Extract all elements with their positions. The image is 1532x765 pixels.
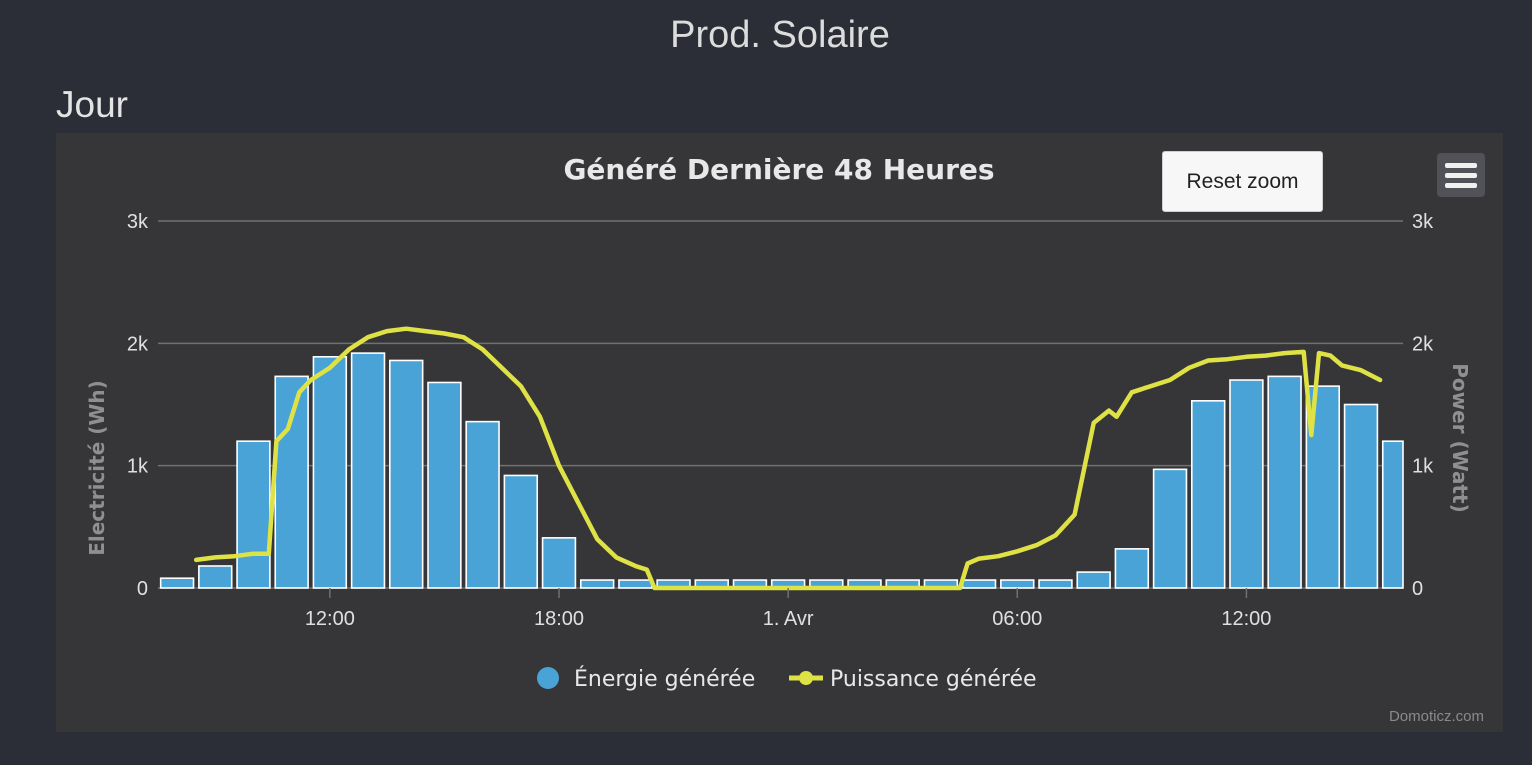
- legend-energy-label: Énergie générée: [574, 666, 755, 692]
- chart-panel: 0 0 1k 1k 2k 2k 3k 3k 12:00 18:00 1. Avr 06:00 12:00…: [56, 133, 1503, 732]
- energy-bar[interactable]: [1191, 400, 1226, 589]
- power-line[interactable]: [193, 326, 1383, 591]
- section-title: Jour: [56, 84, 128, 125]
- x-tick-label: 12:00: [305, 608, 355, 630]
- energy-bar[interactable]: [541, 537, 577, 589]
- energy-bar[interactable]: [1000, 579, 1035, 589]
- line-layer: [193, 326, 1383, 591]
- x-tick-label: 1. Avr: [763, 608, 814, 630]
- y-tick-left: 0: [137, 578, 148, 600]
- energy-bar[interactable]: [618, 579, 653, 589]
- energy-bar[interactable]: [350, 352, 386, 589]
- y-axis-right-label: Power (Watt): [1448, 363, 1472, 513]
- menu-bar: [1445, 182, 1477, 188]
- legend-power-symbol: [799, 671, 813, 685]
- y-tick-right: 3k: [1412, 211, 1434, 233]
- energy-bar[interactable]: [198, 565, 233, 589]
- energy-bar[interactable]: [427, 381, 462, 589]
- reset-zoom-button[interactable]: Reset zoom: [1162, 151, 1323, 212]
- y-tick-left: 1k: [127, 456, 149, 478]
- energy-bar[interactable]: [465, 420, 500, 589]
- legend-energy-symbol: [537, 667, 559, 689]
- ticks-layer: 0 0 1k 1k 2k 2k 3k 3k 12:00 18:00 1. Avr 06:00 12:00: [127, 211, 1434, 630]
- chart-svg: 0 0 1k 1k 2k 2k 3k 3k 12:00 18:00 1. Avr 06:00 12:00…: [85, 153, 1484, 725]
- energy-bar[interactable]: [1152, 468, 1188, 589]
- legend-item-power[interactable]: Puissance générée: [789, 667, 1037, 692]
- y-tick-left: 3k: [127, 211, 149, 233]
- energy-bar[interactable]: [1114, 548, 1150, 589]
- menu-bar: [1445, 172, 1477, 178]
- legend-power-label: Puissance générée: [830, 667, 1037, 692]
- hamburger-menu-icon[interactable]: [1437, 153, 1485, 197]
- energy-bar[interactable]: [1343, 403, 1379, 589]
- y-tick-left: 2k: [127, 333, 149, 355]
- menu-bar: [1445, 162, 1477, 168]
- chart-title: Généré Dernière 48 Heures: [563, 153, 994, 186]
- energy-bar[interactable]: [1267, 375, 1302, 589]
- y-tick-right: 2k: [1412, 333, 1434, 355]
- energy-bar[interactable]: [961, 579, 997, 589]
- legend: Énergie générée Puissance générée: [537, 666, 1037, 692]
- legend-item-energy[interactable]: Énergie générée: [537, 666, 755, 692]
- energy-bar[interactable]: [1038, 579, 1073, 589]
- energy-bar[interactable]: [274, 375, 309, 589]
- energy-bar[interactable]: [1229, 379, 1264, 589]
- x-tick-label: 18:00: [534, 608, 584, 630]
- energy-bar[interactable]: [236, 440, 271, 589]
- energy-bar[interactable]: [503, 474, 539, 589]
- y-axis-left-label: Electricité (Wh): [85, 380, 109, 556]
- credits-link[interactable]: Domoticz.com: [1389, 708, 1484, 725]
- x-tick-label: 12:00: [1221, 608, 1271, 630]
- energy-bar[interactable]: [159, 577, 195, 589]
- y-tick-right: 0: [1412, 578, 1423, 600]
- page-title: Prod. Solaire: [670, 14, 890, 56]
- energy-bar[interactable]: [1381, 440, 1404, 589]
- energy-bar[interactable]: [1076, 571, 1111, 589]
- x-tick-label: 06:00: [992, 608, 1042, 630]
- energy-bar[interactable]: [312, 355, 348, 589]
- energy-bar[interactable]: [389, 359, 424, 589]
- energy-bar[interactable]: [579, 579, 615, 589]
- y-tick-right: 1k: [1412, 456, 1434, 478]
- bars-layer: [159, 352, 1404, 589]
